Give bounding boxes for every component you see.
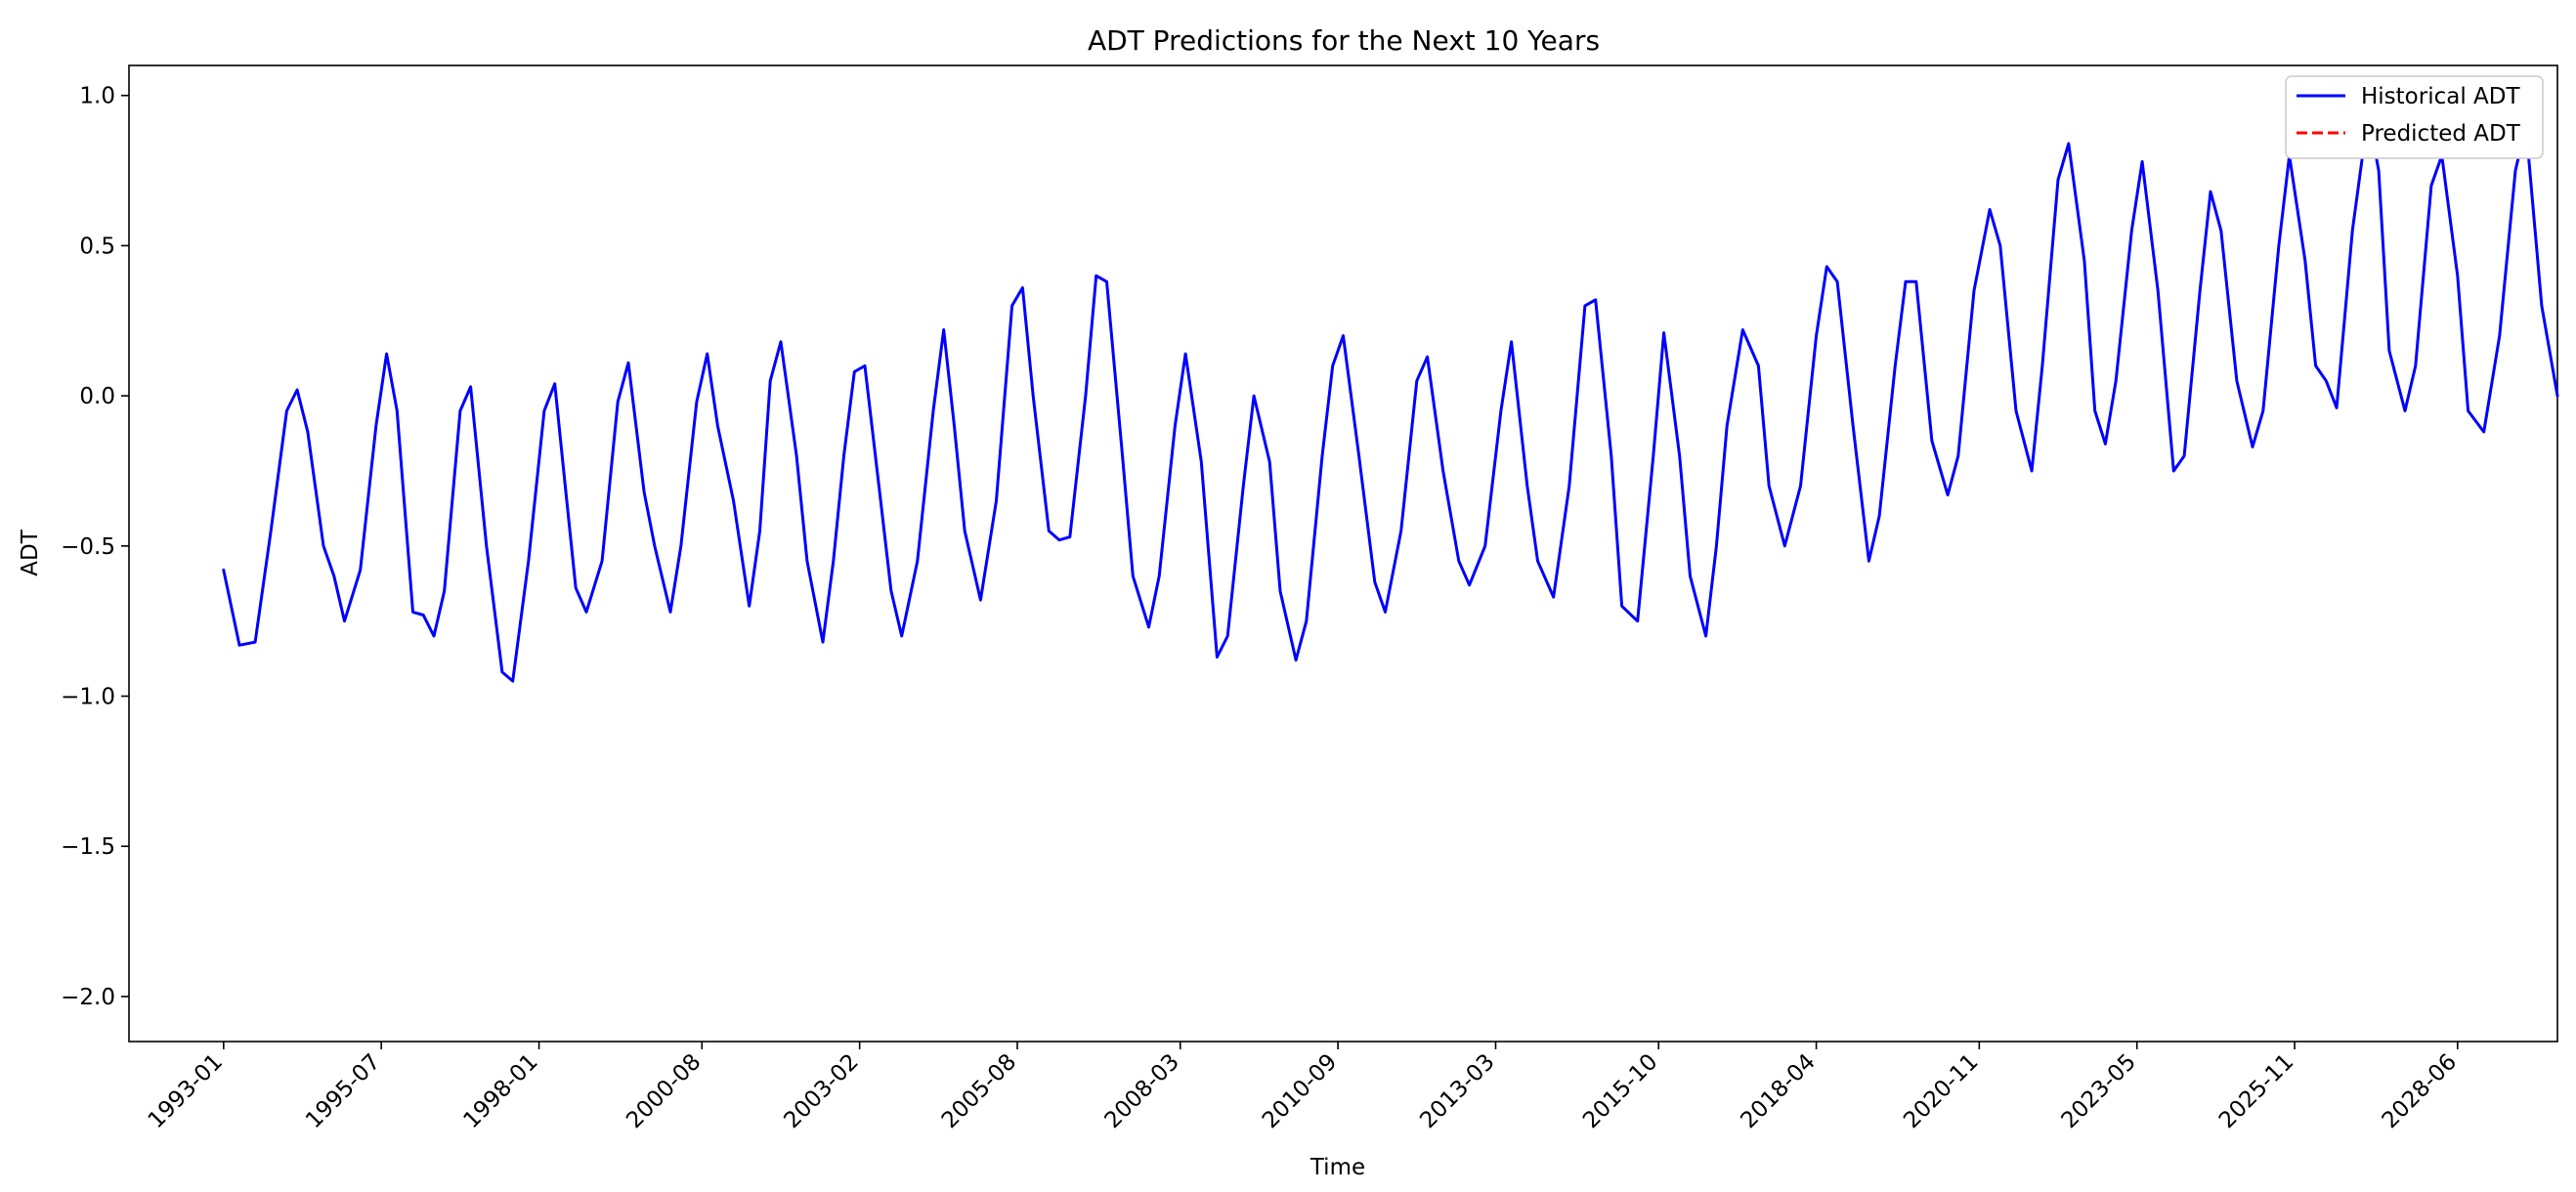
legend-box xyxy=(2285,75,2544,159)
y-axis-label: ADT xyxy=(18,529,43,575)
series-line-0 xyxy=(222,111,2559,683)
x-axis-label: Time xyxy=(1309,1155,1365,1180)
y-tick-label: 0.0 xyxy=(79,384,115,409)
chart-title: ADT Predictions for the Next 10 Years xyxy=(1088,24,1600,57)
y-tick-label: −1.0 xyxy=(61,685,115,710)
legend-label-historical: Historical ADT xyxy=(2361,84,2520,109)
y-tick-label: 1.0 xyxy=(79,84,115,109)
y-tick-label: 0.5 xyxy=(79,234,115,259)
y-axis-ticks: 1.0 0.5 0.0 −0.5 −1.0 −1.5 −2.0 xyxy=(61,84,129,1010)
y-tick-label: −1.5 xyxy=(61,834,115,860)
series-lines xyxy=(222,111,2559,683)
axes-frame xyxy=(128,64,2558,1043)
legend-label-predicted: Predicted ADT xyxy=(2361,121,2521,147)
y-tick-label: −0.5 xyxy=(61,534,115,560)
legend: Historical ADT Predicted ADT xyxy=(2285,75,2544,159)
y-tick-label: −2.0 xyxy=(61,985,115,1010)
